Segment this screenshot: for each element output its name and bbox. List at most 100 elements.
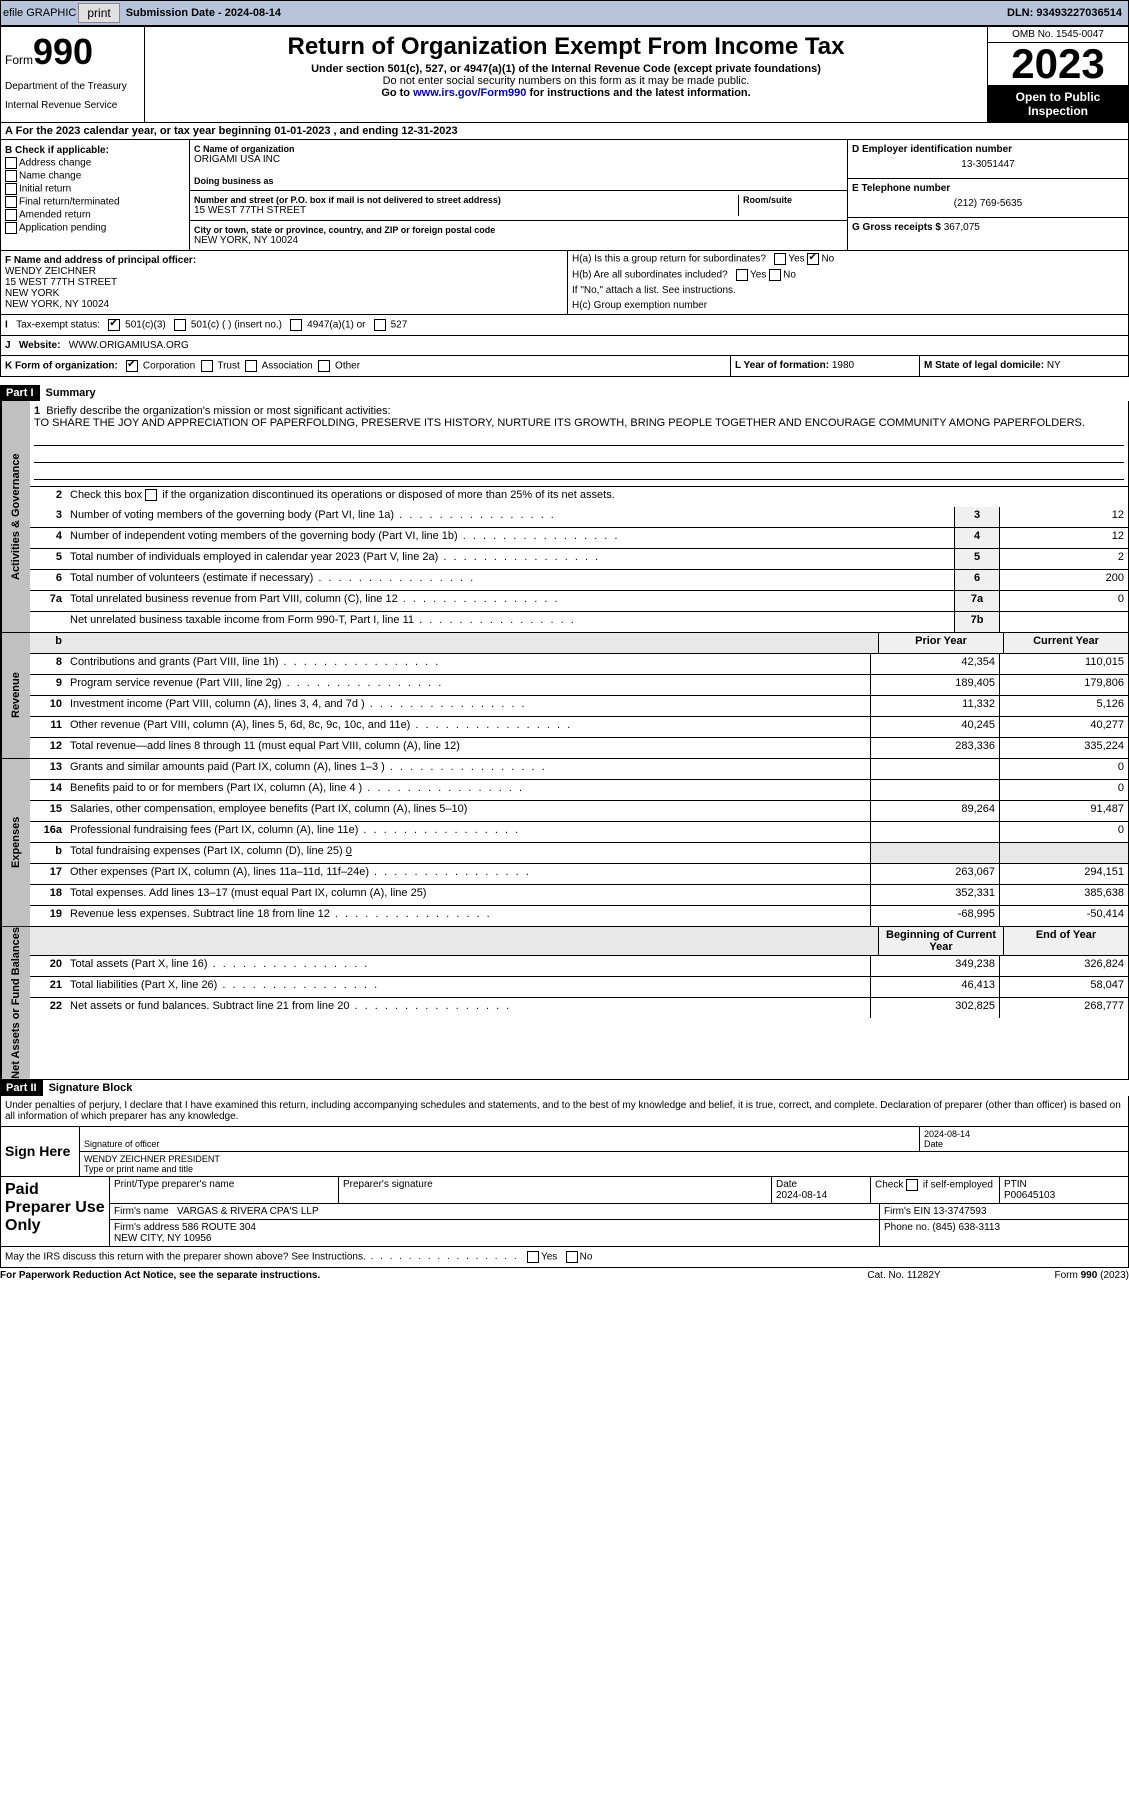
section-h: H(a) Is this a group return for subordin… [567, 251, 1128, 314]
line-22: 22Net assets or fund balances. Subtract … [30, 997, 1128, 1018]
part1-rev: Revenue bPrior YearCurrent Year 8Contrib… [0, 633, 1129, 759]
self-employed: Check if self-employed [871, 1177, 1000, 1203]
b-title: B Check if applicable: [5, 145, 185, 156]
line-11: 11Other revenue (Part VIII, column (A), … [30, 716, 1128, 737]
goto-link: Go to www.irs.gov/Form990 for instructio… [149, 87, 983, 99]
sign-here-fields: Signature of officer2024-08-14Date WENDY… [80, 1127, 1128, 1176]
efile-label: efile GRAPHIC [3, 7, 76, 19]
side-net-assets: Net Assets or Fund Balances [1, 927, 30, 1079]
side-revenue: Revenue [1, 633, 30, 758]
line-3: 3Number of voting members of the governi… [30, 507, 1128, 527]
perjury-text: Under penalties of perjury, I declare th… [1, 1096, 1128, 1126]
tax-year: 2023 [988, 43, 1128, 86]
section-bcdeg: B Check if applicable: Address change Na… [0, 140, 1129, 251]
line-4: 4Number of independent voting members of… [30, 527, 1128, 548]
c-city: City or town, state or province, country… [190, 221, 847, 250]
line-16a: 16aProfessional fundraising fees (Part I… [30, 821, 1128, 842]
ag-content: 1 Briefly describe the organization's mi… [30, 401, 1128, 632]
line-7a: 7aTotal unrelated business revenue from … [30, 590, 1128, 611]
b-final-return: Final return/terminated [5, 196, 185, 208]
section-f: F Name and address of principal officer:… [1, 251, 567, 314]
section-ij: I Tax-exempt status: 501(c)(3) 501(c) ( … [0, 315, 1129, 356]
line-6: 6Total number of volunteers (estimate if… [30, 569, 1128, 590]
irs-url[interactable]: www.irs.gov/Form990 [413, 87, 526, 99]
paid-preparer-fields: Print/Type preparer's name Preparer's si… [110, 1177, 1128, 1246]
form-ref: Form 990 (2023) [979, 1270, 1129, 1281]
signature-block: Under penalties of perjury, I declare th… [0, 1096, 1129, 1268]
section-i: I Tax-exempt status: 501(c)(3) 501(c) ( … [1, 315, 1128, 336]
line-9: 9Program service revenue (Part VIII, lin… [30, 674, 1128, 695]
col-header-na: Beginning of Current YearEnd of Year [30, 927, 1128, 955]
side-activities-governance: Activities & Governance [1, 401, 30, 632]
paid-preparer-label: Paid Preparer Use Only [1, 1177, 110, 1246]
line-14: 14Benefits paid to or for members (Part … [30, 779, 1128, 800]
section-c: C Name of organizationORIGAMI USA INCDoi… [190, 140, 847, 250]
sign-here-label: Sign Here [1, 1127, 80, 1176]
hdr-center: Return of Organization Exempt From Incom… [145, 27, 987, 122]
section-deg: D Employer identification number13-30514… [847, 140, 1128, 250]
firm-name: Firm's name VARGAS & RIVERA CPA'S LLP [110, 1204, 880, 1219]
form-number: Form990 [5, 31, 140, 73]
firm-phone: Phone no. (845) 638-3113 [880, 1220, 1128, 1246]
dln: DLN: 93493227036514 [1007, 7, 1126, 19]
line-12: 12Total revenue—add lines 8 through 11 (… [30, 737, 1128, 758]
line-18: 18Total expenses. Add lines 13–17 (must … [30, 884, 1128, 905]
line-5: 5Total number of individuals employed in… [30, 548, 1128, 569]
ptin: PTINP00645103 [1000, 1177, 1128, 1203]
form-990-page: efile GRAPHIC print Submission Date - 20… [0, 0, 1129, 1283]
print-button[interactable]: print [78, 3, 119, 23]
line-13: 13Grants and similar amounts paid (Part … [30, 759, 1128, 779]
line-7b: Net unrelated business taxable income fr… [30, 611, 1128, 632]
paperwork-notice: For Paperwork Reduction Act Notice, see … [0, 1270, 829, 1281]
open-inspection: Open to Public Inspection [988, 86, 1128, 122]
h-a: H(a) Is this a group return for subordin… [568, 251, 1128, 267]
officer-name: WENDY ZEICHNER PRESIDENTType or print na… [80, 1152, 1128, 1176]
part2-header: Part IISignature Block [0, 1080, 1129, 1096]
side-expenses: Expenses [1, 759, 30, 926]
section-fh: F Name and address of principal officer:… [0, 251, 1129, 315]
irs-label: Internal Revenue Service [5, 100, 140, 111]
section-b: B Check if applicable: Address change Na… [1, 140, 190, 250]
section-m: M State of legal domicile: NY [919, 356, 1128, 376]
form-title: Return of Organization Exempt From Incom… [149, 33, 983, 61]
line-20: 20Total assets (Part X, line 16)349,2383… [30, 955, 1128, 976]
b-name-change: Name change [5, 170, 185, 182]
h-attach: If "No," attach a list. See instructions… [568, 283, 1128, 298]
c-addr: Number and street (or P.O. box if mail i… [190, 191, 847, 221]
form-header: Form990 Department of the Treasury Inter… [0, 26, 1129, 123]
discuss-row: May the IRS discuss this return with the… [1, 1246, 1128, 1267]
section-j: J Website: WWW.ORIGAMIUSA.ORG [1, 336, 1128, 355]
section-k: K Form of organization: Corporation Trus… [1, 356, 730, 376]
line-10: 10Investment income (Part VIII, column (… [30, 695, 1128, 716]
b-amended: Amended return [5, 209, 185, 221]
section-klm: K Form of organization: Corporation Trus… [0, 356, 1129, 377]
preparer-date: Date2024-08-14 [772, 1177, 871, 1203]
form-subtitle: Under section 501(c), 527, or 4947(a)(1)… [149, 63, 983, 75]
hdr-left: Form990 Department of the Treasury Inter… [1, 27, 145, 122]
exp-content: 13Grants and similar amounts paid (Part … [30, 759, 1128, 926]
b-address-change: Address change [5, 157, 185, 169]
dept-treasury: Department of the Treasury [5, 81, 140, 92]
subdate-label: Submission Date - 2024-08-14 [122, 7, 285, 19]
b-initial-return: Initial return [5, 183, 185, 195]
line-8: 8Contributions and grants (Part VIII, li… [30, 653, 1128, 674]
part1-header: Part ISummary [0, 385, 1129, 401]
preparer-sig: Preparer's signature [339, 1177, 772, 1203]
h-b: H(b) Are all subordinates included? Yes … [568, 267, 1128, 283]
b-app-pending: Application pending [5, 222, 185, 234]
part1-exp: Expenses 13Grants and similar amounts pa… [0, 759, 1129, 927]
firm-ein: Firm's EIN 13-3747593 [880, 1204, 1128, 1219]
h-c: H(c) Group exemption number [568, 298, 1128, 313]
line-19: 19Revenue less expenses. Subtract line 1… [30, 905, 1128, 926]
firm-addr: Firm's address 586 ROUTE 304NEW CITY, NY… [110, 1220, 880, 1246]
rev-content: bPrior YearCurrent Year 8Contributions a… [30, 633, 1128, 758]
c-name: C Name of organizationORIGAMI USA INCDoi… [190, 140, 847, 191]
line-16b: bTotal fundraising expenses (Part IX, co… [30, 842, 1128, 863]
hdr-right: OMB No. 1545-0047 2023 Open to Public In… [987, 27, 1128, 122]
col-header-rev: bPrior YearCurrent Year [30, 633, 1128, 653]
line-2: 2Check this box if the organization disc… [30, 486, 1128, 507]
cat-no: Cat. No. 11282Y [829, 1270, 979, 1281]
ssn-note: Do not enter social security numbers on … [149, 75, 983, 87]
section-a: A For the 2023 calendar year, or tax yea… [0, 123, 1129, 140]
part1-ag: Activities & Governance 1 Briefly descri… [0, 401, 1129, 633]
